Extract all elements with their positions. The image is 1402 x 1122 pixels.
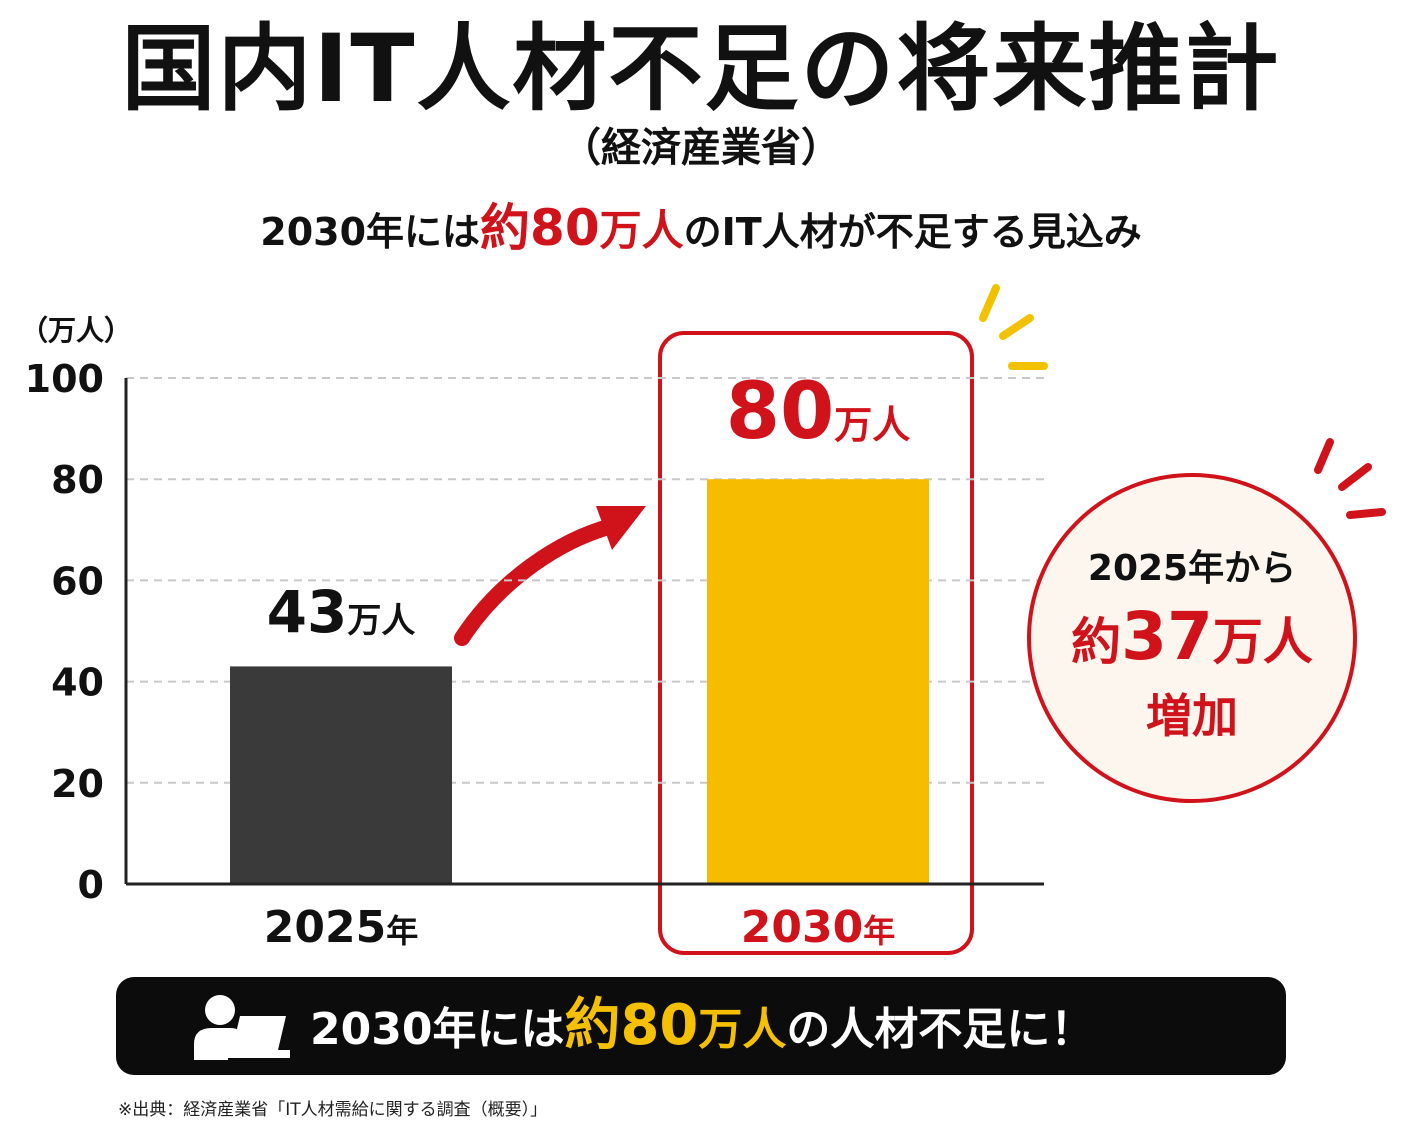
source-footnote: ※出典：経済産業省「IT人材需給に関する調査（概要）」 — [118, 1100, 548, 1120]
value-label: 43万人 — [267, 578, 416, 646]
headline-prefix: 2030年には — [260, 210, 481, 254]
highlight-box — [658, 331, 974, 955]
value-label: 80万人 — [726, 367, 911, 457]
banner-prefix: 2030年には — [310, 1004, 565, 1055]
y-tick-label: 0 — [78, 863, 104, 907]
banner-unit: 万人 — [698, 1004, 787, 1055]
y-axis-label: （万人） — [20, 314, 132, 347]
headline-suffix: のIT人材が不足する見込み — [683, 210, 1142, 254]
callout-line1: 2025年から — [1087, 548, 1297, 589]
page-title: 国内IT人材不足の将来推計 — [121, 15, 1281, 124]
headline-highlight: 約80万人 — [480, 199, 684, 257]
y-tick-label: 40 — [51, 661, 104, 705]
y-tick-label: 20 — [51, 762, 104, 806]
banner-highlight: 約80万人 — [564, 993, 786, 1058]
sparkle-red-icon — [1314, 438, 1386, 519]
y-tick-label: 80 — [51, 458, 104, 502]
headline-number: 80 — [530, 199, 600, 257]
callout-number: 37 — [1121, 598, 1213, 675]
callout-line3: 増加 — [1146, 689, 1238, 744]
callout-unit: 万人 — [1212, 613, 1313, 671]
value-label-number: 80 — [726, 367, 835, 457]
growth-arrow-icon — [454, 506, 646, 646]
callout-line2: 約37万人 — [1031, 597, 1353, 676]
banner-suffix: の人材不足に！ — [786, 1004, 1095, 1055]
bar-2025年 — [230, 666, 452, 884]
headline-approx: 約 — [480, 199, 531, 257]
sparkle-yellow-icon — [979, 284, 1048, 370]
increase-callout: 2025年から 約37万人 増加 — [1027, 473, 1357, 803]
y-tick-label: 60 — [51, 559, 104, 603]
banner-approx: 約 — [564, 993, 621, 1058]
person-at-laptop-icon — [194, 995, 290, 1060]
value-label-unit: 万人 — [834, 403, 910, 447]
bar-2030年 — [707, 479, 929, 884]
y-tick-label: 100 — [25, 357, 104, 401]
headline: 2030年には約80万人のIT人材が不足する見込み — [0, 198, 1402, 258]
headline-unit: 万人 — [599, 206, 684, 255]
summary-banner — [116, 977, 1286, 1075]
banner-number: 80 — [620, 993, 699, 1058]
banner-text: 2030年には約80万人の人材不足に！ — [310, 987, 1094, 1069]
page-subtitle: （経済産業省） — [561, 125, 841, 171]
x-category-label: 2030年 — [741, 902, 895, 953]
callout-approx: 約 — [1071, 613, 1122, 671]
value-label-unit: 万人 — [347, 601, 415, 641]
value-label-number: 43 — [267, 578, 348, 646]
x-category-label: 2025年 — [264, 902, 418, 953]
